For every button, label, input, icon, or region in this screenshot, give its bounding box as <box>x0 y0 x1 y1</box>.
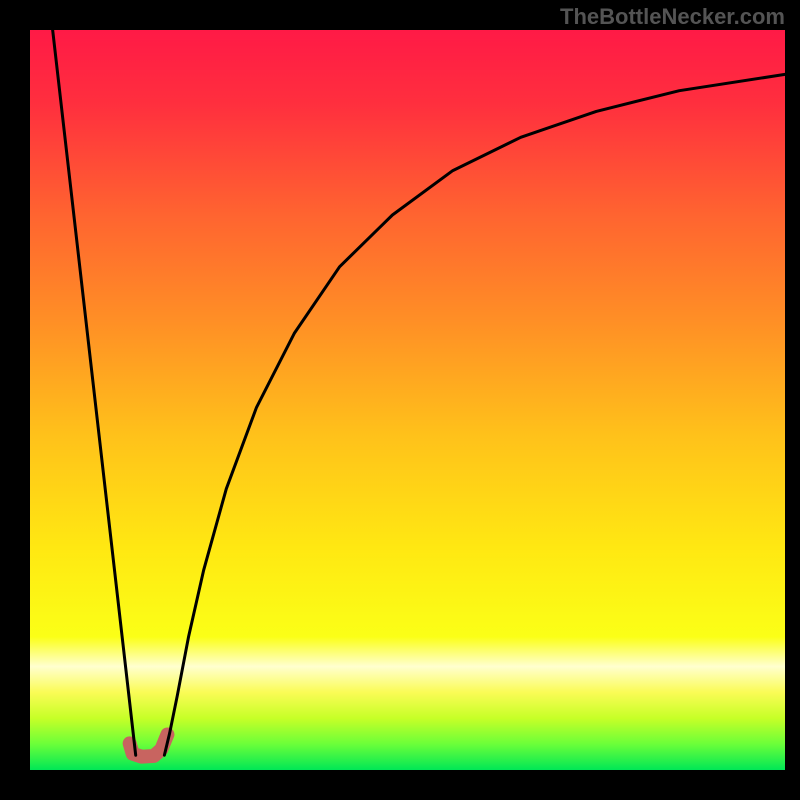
curves-layer <box>30 30 785 770</box>
plot-area <box>30 30 785 770</box>
left-curve <box>53 30 136 755</box>
right-curve <box>164 74 785 755</box>
chart-container: TheBottleNecker.com <box>0 0 800 800</box>
watermark-text: TheBottleNecker.com <box>560 4 785 30</box>
